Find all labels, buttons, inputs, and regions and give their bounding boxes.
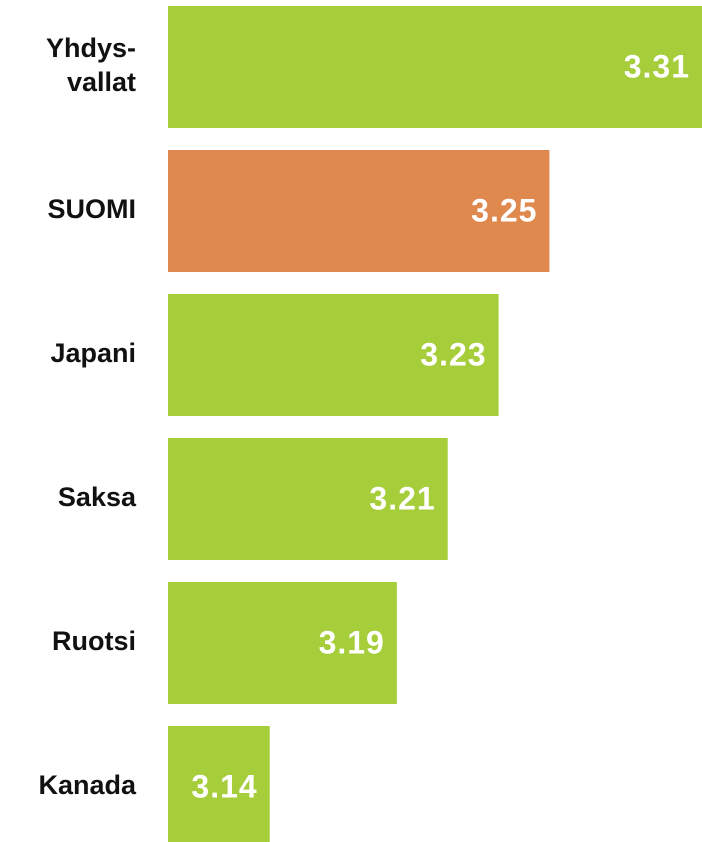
bar	[168, 726, 270, 842]
bar	[168, 438, 448, 560]
bar	[168, 294, 499, 416]
value-label: 3.19	[319, 624, 385, 660]
bar	[168, 150, 550, 272]
category-label: Kanada	[38, 770, 137, 800]
value-label: 3.23	[420, 336, 486, 372]
category-label: Japani	[50, 338, 136, 368]
bar	[168, 6, 702, 128]
category-label: Saksa	[58, 482, 137, 512]
value-label: 3.21	[369, 480, 435, 516]
category-label: Yhdys-vallat	[46, 33, 136, 97]
category-label: Ruotsi	[52, 626, 136, 656]
value-label: 3.25	[471, 192, 537, 228]
bar	[168, 582, 397, 704]
category-label: SUOMI	[47, 194, 136, 224]
value-label: 3.31	[624, 48, 690, 84]
value-label: 3.14	[191, 768, 257, 804]
